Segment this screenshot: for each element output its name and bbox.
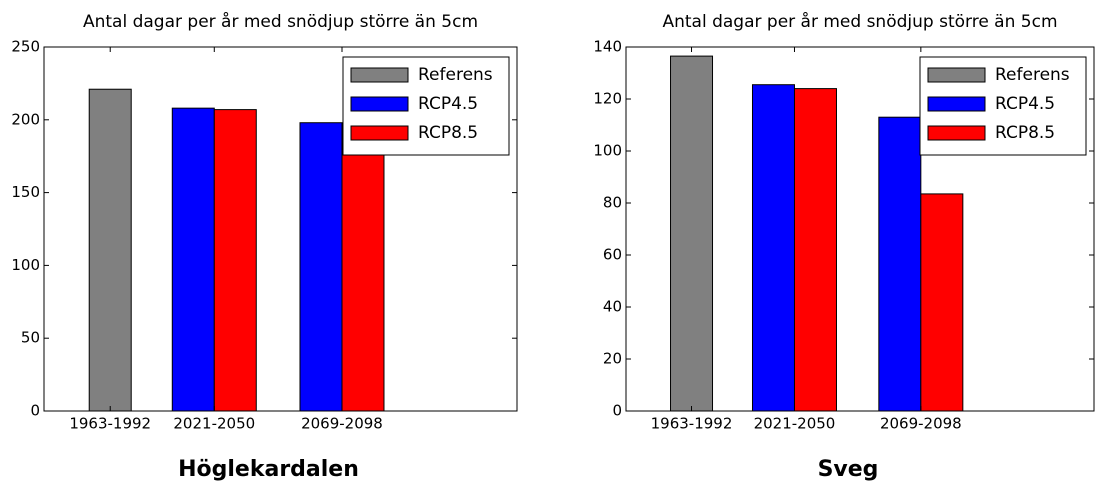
y-tick-label: 0 [612,402,622,420]
legend-swatch [350,96,409,112]
bar [751,84,795,412]
legend-label: Referens [995,65,1070,85]
bar [920,193,964,412]
y-tick-label: 250 [11,38,40,56]
bar [793,88,837,412]
legend-label: Referens [418,65,493,85]
chart-title: Antal dagar per år med snödjup större än… [83,11,478,32]
bar [213,109,257,412]
legend-label: RCP8.5 [418,123,478,143]
x-tick-label: 1963-1992 [69,415,151,433]
x-tick-label: 1963-1992 [651,415,733,433]
chart-caption: Höglekardalen [178,457,359,482]
bar [670,55,714,412]
bar [299,122,343,412]
bar [878,116,922,412]
x-tick-label: 2021-2050 [173,415,255,433]
y-tick-label: 80 [603,194,622,212]
chart-title: Antal dagar per år med snödjup större än… [662,11,1057,32]
y-tick-label: 20 [603,350,622,368]
bar [341,142,385,412]
y-tick-label: 140 [593,38,622,56]
bar [171,107,215,412]
y-tick-label: 150 [11,183,40,201]
legend-label: RCP4.5 [995,94,1055,114]
x-tick-label: 2069-2098 [880,415,962,433]
legend-swatch [350,67,409,83]
y-tick-label: 0 [30,402,40,420]
plot-frame [43,46,518,412]
legend-label: RCP4.5 [418,94,478,114]
y-tick-label: 50 [21,329,40,347]
x-tick-label: 2021-2050 [754,415,836,433]
chart-caption: Sveg [818,457,879,482]
x-tick-label: 2069-2098 [301,415,383,433]
plot-frame [625,46,1095,412]
y-tick-label: 40 [603,298,622,316]
y-tick-label: 100 [11,256,40,274]
y-tick-label: 100 [593,142,622,160]
y-tick-label: 200 [11,110,40,128]
legend-swatch [927,125,986,141]
legend-swatch [927,67,986,83]
bar [88,88,132,412]
legend-swatch [350,125,409,141]
y-tick-label: 120 [593,90,622,108]
legend-label: RCP8.5 [995,123,1055,143]
y-tick-label: 60 [603,246,622,264]
legend-swatch [927,96,986,112]
